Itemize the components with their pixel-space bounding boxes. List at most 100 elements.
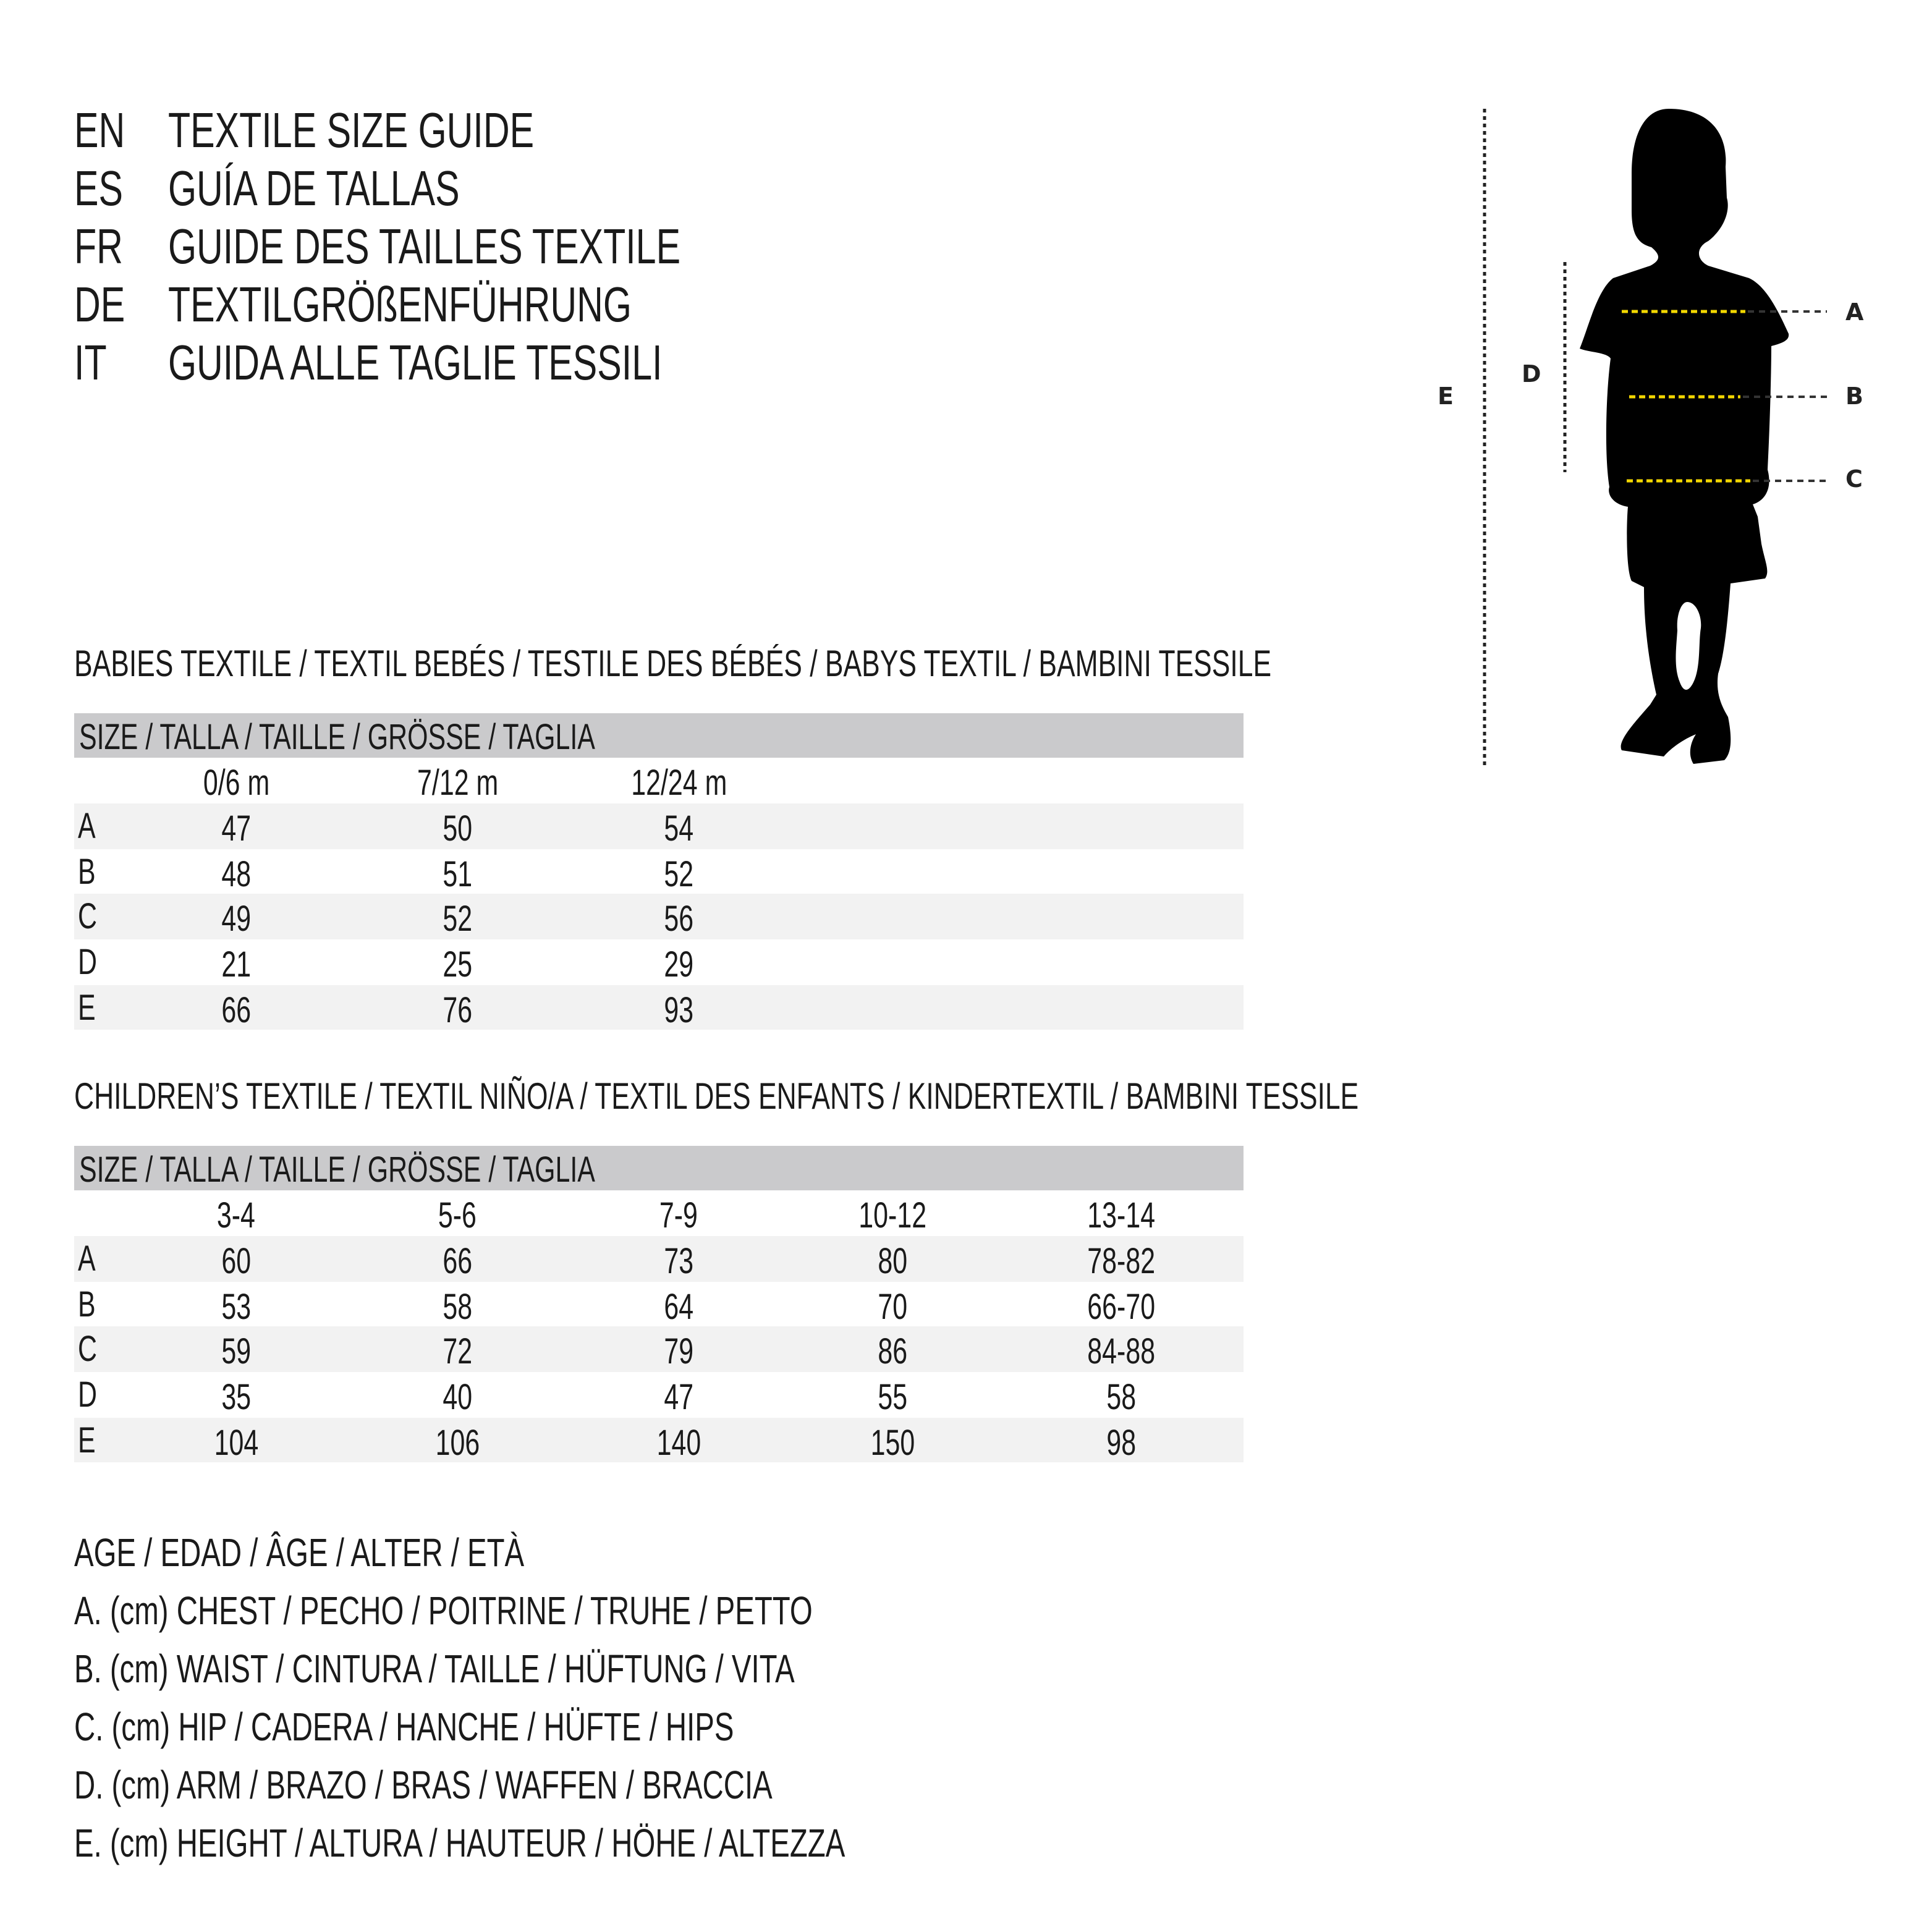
guide-title: TEXTILGRÖßENFÜHRUNG [168, 281, 794, 330]
table-cell-text: 56 [664, 900, 693, 940]
row-label-text: E [78, 1421, 96, 1461]
table-cell: 54 [604, 810, 753, 849]
table-row-shade [74, 803, 1244, 849]
table-cell-text: 150 [870, 1423, 915, 1464]
row-label: C [78, 900, 104, 936]
table-cell: 35 [162, 1380, 310, 1417]
table-cell-text: 53 [221, 1287, 251, 1328]
row-label: A [78, 1242, 102, 1278]
table-cell: 78-82 [1047, 1242, 1195, 1282]
guide-title: GUÍA DE TALLAS [168, 164, 562, 214]
table-cell: 48 [162, 857, 310, 893]
table-cell-text: 49 [221, 900, 251, 940]
size-header-label: SIZE / TALLA / TAILLE / GRÖSSE / TAGLIA [79, 1153, 776, 1189]
legend-line-text: A. (cm) CHEST / PECHO / POITRINE / TRUHE… [74, 1588, 813, 1633]
column-header-text: 3-4 [216, 1197, 256, 1236]
table-cell-text: 52 [664, 855, 693, 895]
table-cell-text: 25 [443, 946, 472, 986]
row-label-text: C [78, 1330, 98, 1370]
row-label-text: A [78, 1240, 96, 1279]
label-d: D [1522, 361, 1541, 388]
row-label: D [78, 1378, 104, 1414]
table-cell: 47 [162, 810, 310, 849]
column-header-text: 7-9 [659, 1197, 698, 1236]
table-cell-text: 78-82 [1087, 1242, 1155, 1282]
table-cell-text: 48 [221, 855, 251, 895]
row-label-text: B [78, 852, 96, 892]
column-header-text: 5-6 [438, 1197, 477, 1236]
column-header: 13-14 [1047, 1197, 1195, 1236]
table-cell-text: 66-70 [1087, 1287, 1155, 1328]
child-measurement-diagram [1483, 109, 1827, 766]
label-e: E [1438, 383, 1454, 410]
table-row-shade [74, 985, 1244, 1030]
table-cell-text: 58 [1106, 1378, 1136, 1418]
row-label-text: D [78, 1376, 98, 1416]
column-header: 10-12 [818, 1198, 967, 1235]
guide-title: TEXTILE SIZE GUIDE [168, 106, 663, 156]
leg-gap [1676, 602, 1701, 690]
table-cell: 51 [383, 857, 532, 893]
label-a: A [1845, 299, 1864, 326]
legend-line-text: C. (cm) HIP / CADERA / HANCHE / HÜFTE / … [74, 1705, 734, 1749]
legend-line-text: D. (cm) ARM / BRAZO / BRAS / WAFFEN / BR… [74, 1763, 773, 1807]
table-cell: 49 [162, 900, 310, 940]
table-cell: 52 [383, 902, 532, 939]
row-label: D [78, 943, 104, 983]
table-cell: 70 [818, 1287, 967, 1328]
legend-line: B. (cm) WAIST / CINTURA / TAILLE / HÜFTU… [74, 1649, 1048, 1688]
column-header-text: 13-14 [1087, 1197, 1155, 1236]
table-cell-text: 54 [664, 810, 693, 849]
table-cell-text: 86 [878, 1332, 907, 1373]
table-cell: 66 [162, 993, 310, 1030]
table-cell-text: 104 [214, 1423, 258, 1464]
row-label-text: B [78, 1285, 96, 1325]
language-code: EN [74, 106, 143, 156]
table-cell-text: 73 [664, 1242, 693, 1282]
column-header: 12/24 m [604, 766, 753, 802]
table-cell-text: 140 [656, 1423, 701, 1464]
table-cell-text: 70 [878, 1287, 907, 1328]
table-cell: 40 [383, 1380, 532, 1417]
legend-line: C. (cm) HIP / CADERA / HANCHE / HÜFTE / … [74, 1707, 966, 1747]
table-cell: 64 [604, 1289, 753, 1326]
table-cell: 104 [162, 1426, 310, 1462]
row-label: B [78, 1287, 102, 1323]
language-code: ES [74, 164, 140, 214]
table-cell-text: 55 [878, 1378, 907, 1418]
table-heading-text: CHILDREN’S TEXTILE / TEXTIL NIÑO/A / TEX… [74, 1077, 1359, 1117]
table-heading: BABIES TEXTILE / TEXTIL BEBÉS / TESTILE … [74, 646, 1692, 684]
table-cell-text: 84-88 [1087, 1332, 1155, 1373]
size-header-label-text: SIZE / TALLA / TAILLE / GRÖSSE / TAGLIA [79, 718, 595, 758]
size-header-bar [74, 713, 1244, 758]
column-header-text: 7/12 m [417, 764, 498, 803]
table-cell-text: 80 [878, 1242, 907, 1282]
table-cell-text: 47 [221, 810, 251, 849]
language-code-text: DE [74, 278, 125, 333]
table-cell: 150 [818, 1426, 967, 1462]
table-cell: 72 [383, 1335, 532, 1371]
row-label: C [78, 1330, 104, 1370]
legend-line: D. (cm) ARM / BRAZO / BRAS / WAFFEN / BR… [74, 1765, 1018, 1805]
table-row-shade [74, 1417, 1244, 1463]
table-cell: 29 [604, 947, 753, 984]
table-cell: 56 [604, 900, 753, 940]
legend-line-text: B. (cm) WAIST / CINTURA / TAILLE / HÜFTU… [74, 1646, 795, 1691]
language-code: DE [74, 281, 143, 330]
row-label: E [78, 1421, 102, 1461]
label-c: C [1845, 466, 1863, 493]
legend-line-text: E. (cm) HEIGHT / ALTURA / HAUTEUR / HÖHE… [74, 1821, 845, 1865]
table-cell-text: 106 [435, 1423, 480, 1464]
table-heading: CHILDREN’S TEXTILE / TEXTIL NIÑO/A / TEX… [74, 1077, 1810, 1117]
child-silhouette [1580, 109, 1789, 764]
label-b: B [1845, 383, 1863, 410]
table-cell-text: 79 [664, 1332, 693, 1373]
column-header-text: 0/6 m [203, 764, 269, 803]
row-label: A [78, 809, 102, 845]
table-cell: 58 [383, 1289, 532, 1326]
table-cell: 140 [604, 1426, 753, 1462]
table-row-shade [74, 1326, 1244, 1373]
row-label-text: D [78, 943, 98, 983]
column-header: 0/6 m [162, 766, 310, 802]
